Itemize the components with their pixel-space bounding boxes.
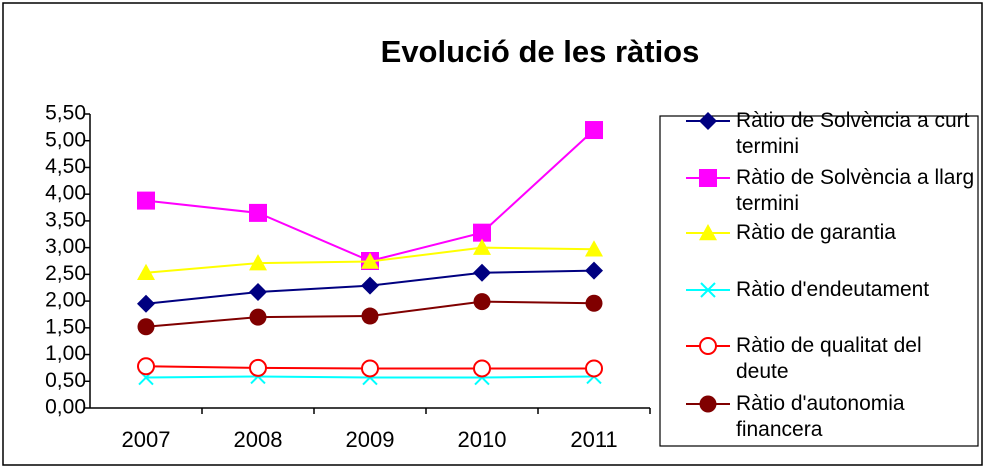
series: [137, 238, 603, 280]
marker-square: [585, 121, 603, 140]
marker-square: [473, 223, 491, 242]
marker-circle-open: [585, 359, 603, 378]
series: [137, 357, 603, 378]
chart-title: Evolució de les ràtios: [381, 34, 700, 69]
y-tick-label: 2,00: [45, 289, 86, 312]
legend-marker: [699, 224, 717, 241]
marker-x: [700, 282, 716, 298]
y-tick-label: 0,00: [45, 396, 86, 419]
legend-marker: [699, 112, 717, 130]
marker-square: [137, 191, 155, 210]
legend-label: Ràtio de qualitat del deute: [736, 334, 922, 383]
marker-diamond: [137, 294, 155, 313]
marker-triangle: [249, 254, 267, 271]
legend-label: Ràtio de Solvència a llarg termini: [736, 166, 975, 215]
y-tick-label: 0,50: [45, 369, 86, 392]
marker-square: [249, 203, 267, 222]
marker-circle-open: [699, 337, 717, 355]
y-tick-label: 1,50: [45, 315, 86, 338]
x-tick-label: 2009: [346, 427, 395, 452]
legend-marker: [699, 169, 717, 187]
marker-triangle: [699, 224, 717, 241]
marker-diamond: [249, 283, 267, 302]
marker-circle: [249, 308, 267, 326]
marker-diamond: [699, 112, 717, 130]
x-tick-label: 2008: [234, 427, 283, 452]
series: [137, 293, 603, 336]
y-tick-label: 1,00: [45, 342, 86, 365]
marker-diamond: [585, 261, 603, 280]
marker-circle-open: [361, 359, 379, 378]
legend-marker: [699, 395, 717, 413]
x-tick-label: 2011: [570, 427, 617, 452]
marker-circle-open: [473, 359, 491, 378]
y-tick-label: 5,50: [45, 102, 86, 125]
y-tick-label: 5,00: [45, 128, 86, 151]
marker-triangle: [473, 238, 491, 255]
marker-circle: [473, 293, 491, 311]
legend-label: Ràtio de Solvència a curt termini: [736, 109, 970, 158]
y-tick-label: 3,00: [45, 235, 86, 258]
legend-label: Ràtio de garantia: [736, 221, 896, 244]
legend-box: [659, 115, 979, 447]
marker-diamond: [473, 263, 491, 282]
marker-circle-open: [249, 358, 267, 377]
marker-circle: [137, 318, 155, 336]
legend-marker: [699, 337, 717, 355]
y-tick-label: 4,50: [45, 155, 86, 178]
y-tick-label: 2,50: [45, 262, 86, 285]
legend-label: Ràtio d'autonomia financera: [736, 392, 905, 441]
marker-triangle: [361, 252, 379, 269]
series: [137, 261, 603, 313]
legend-label: Ràtio d'endeutament: [736, 278, 930, 301]
x-tick-label: 2010: [458, 427, 507, 452]
y-tick-label: 3,50: [45, 208, 86, 231]
y-tick-label: 4,00: [45, 182, 86, 205]
marker-circle-open: [137, 357, 155, 376]
marker-circle: [361, 307, 379, 325]
legend-marker: [700, 282, 716, 298]
marker-triangle: [137, 263, 155, 280]
x-tick-label: 2007: [122, 427, 171, 452]
marker-circle: [699, 395, 717, 413]
marker-triangle: [585, 240, 603, 257]
marker-circle: [585, 294, 603, 312]
marker-square: [699, 169, 717, 187]
marker-diamond: [361, 276, 379, 295]
